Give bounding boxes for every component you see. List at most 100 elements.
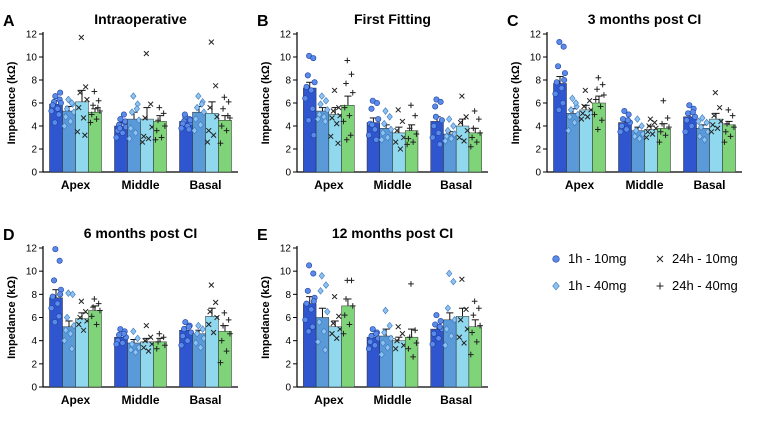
x-category-label: Middle <box>122 393 160 407</box>
bar <box>303 303 317 388</box>
data-point <box>199 325 206 333</box>
bar <box>392 132 406 173</box>
data-point <box>225 112 231 119</box>
data-point <box>343 136 350 143</box>
data-point <box>217 359 224 366</box>
data-point <box>689 109 696 116</box>
data-point <box>75 104 82 111</box>
data-point <box>464 127 471 134</box>
data-point <box>463 114 469 120</box>
y-tick-label: 0 <box>285 383 291 394</box>
data-point <box>82 308 89 315</box>
data-point <box>571 118 578 127</box>
y-tick-label: 4 <box>31 122 37 133</box>
data-point <box>113 134 120 141</box>
data-point <box>193 329 201 338</box>
bar <box>205 316 219 388</box>
data-point <box>192 339 199 347</box>
data-point <box>349 89 356 96</box>
data-point <box>344 57 351 64</box>
data-point <box>113 341 120 348</box>
y-tick-label: 8 <box>535 76 541 87</box>
data-point <box>394 337 400 344</box>
data-point <box>558 85 565 92</box>
y-tick-label: 12 <box>280 30 292 41</box>
data-point <box>324 106 331 114</box>
data-point <box>450 277 457 286</box>
data-point <box>160 334 167 341</box>
data-point <box>457 317 464 323</box>
data-point <box>442 341 449 350</box>
y-tick-label: 0 <box>285 168 291 179</box>
data-point <box>685 110 692 117</box>
data-point <box>618 123 625 130</box>
panel-e: E 12 months post CI 0 2 4 6 8 10 12 Impedance (kΩ… <box>257 225 488 407</box>
y-tick-label: 6 <box>285 99 291 110</box>
x-category-label: Apex <box>61 393 91 407</box>
data-point <box>701 136 708 144</box>
data-point <box>52 93 59 100</box>
data-point <box>145 348 152 354</box>
data-point <box>195 92 202 100</box>
legend-circle-icon <box>552 255 560 263</box>
data-point <box>61 122 68 130</box>
data-point <box>48 305 55 312</box>
data-point <box>218 337 225 344</box>
data-point <box>204 139 211 145</box>
data-point <box>116 125 123 132</box>
data-point <box>592 96 599 103</box>
data-point <box>133 104 140 113</box>
data-point <box>721 139 728 145</box>
y-axis-label: Impedance (kΩ) <box>260 61 272 144</box>
data-point <box>90 304 96 310</box>
y-tick-label: 12 <box>26 244 38 255</box>
data-point <box>443 325 450 333</box>
bar <box>341 305 355 388</box>
y-tick-label: 8 <box>285 76 291 87</box>
legend-label: 24h - 40mg <box>672 278 738 293</box>
data-point <box>716 104 723 111</box>
data-point <box>373 330 380 337</box>
data-point <box>223 348 230 354</box>
data-point <box>147 101 154 107</box>
data-point <box>205 127 212 134</box>
x-category-label: Apex <box>314 178 344 192</box>
data-point <box>217 140 224 147</box>
data-point <box>477 130 483 136</box>
data-point <box>122 118 129 125</box>
data-point <box>660 97 667 104</box>
x-category-label: Middle <box>626 178 664 192</box>
panel-letter: B <box>257 13 269 30</box>
data-point <box>662 132 669 139</box>
data-point <box>561 70 568 77</box>
data-point <box>469 329 475 336</box>
data-point <box>586 97 593 104</box>
data-point <box>67 329 74 338</box>
data-point <box>617 128 624 135</box>
data-point <box>57 291 64 298</box>
data-point <box>221 310 228 316</box>
data-point <box>467 351 474 358</box>
data-point <box>87 119 94 126</box>
data-point <box>331 293 338 300</box>
data-point <box>649 131 656 137</box>
data-point <box>322 346 329 354</box>
data-point <box>309 105 316 112</box>
data-point <box>437 98 444 105</box>
data-point <box>711 112 717 119</box>
data-point <box>594 126 601 133</box>
data-point <box>367 338 374 345</box>
data-point <box>192 115 199 123</box>
data-point <box>448 134 455 143</box>
data-point <box>207 104 213 111</box>
data-point <box>343 296 349 302</box>
data-point <box>446 115 453 123</box>
panel-letter: D <box>3 227 15 244</box>
legend-label: 1h - 40mg <box>568 278 627 293</box>
data-point <box>335 313 342 320</box>
data-point <box>80 327 87 334</box>
data-point <box>703 118 710 127</box>
data-point <box>727 133 734 140</box>
data-point <box>48 108 55 115</box>
